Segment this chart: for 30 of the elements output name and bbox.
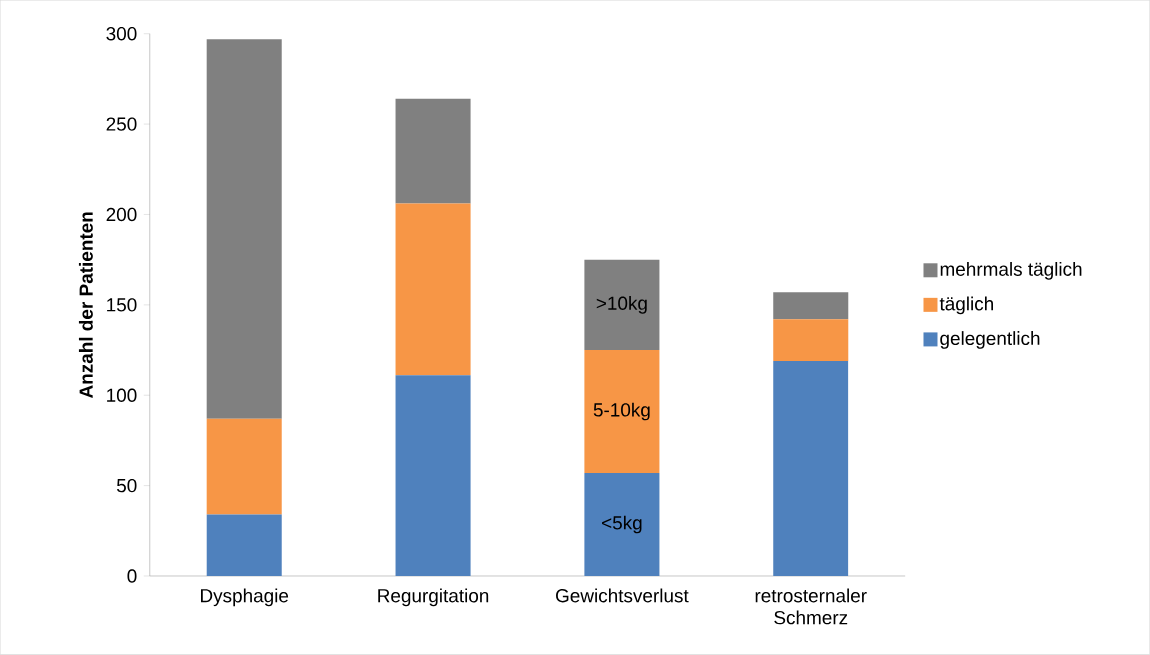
legend-label: täglich [939,296,993,315]
y-tick-label: 150 [107,298,137,312]
x-tick-label: Gewichtsverlust [556,588,689,603]
bar [395,203,471,376]
y-tick-label: 0 [127,569,137,583]
bar [395,98,471,204]
x-tick-label: retrosternaler Schmerz [755,588,867,625]
y-tick-label: 200 [106,207,137,222]
x-tick-label: Regurgitation [378,588,489,607]
data-label: <5kg [602,515,642,534]
legend-label: gelegentlich [940,331,1040,349]
y-tick-label: 50 [116,479,137,493]
bar [773,292,849,320]
y-tick-label: 100 [107,388,137,403]
bar [584,350,660,474]
data-label: >10kg [596,296,647,314]
bar [773,319,849,362]
y-axis-title: Anzahl der Patienten [78,212,93,399]
bar [206,418,282,515]
bar [773,361,849,577]
bar [206,39,282,419]
y-tick-label: 300 [106,27,137,41]
bar [584,473,660,577]
x-tick-label: Dysphagie [201,588,289,607]
bar [206,514,282,577]
bar [584,259,660,351]
data-label: 5-10kg [593,402,650,421]
bar [395,375,471,577]
y-tick-label: 250 [106,117,137,131]
legend-label: mehrmals täglich [940,262,1082,280]
